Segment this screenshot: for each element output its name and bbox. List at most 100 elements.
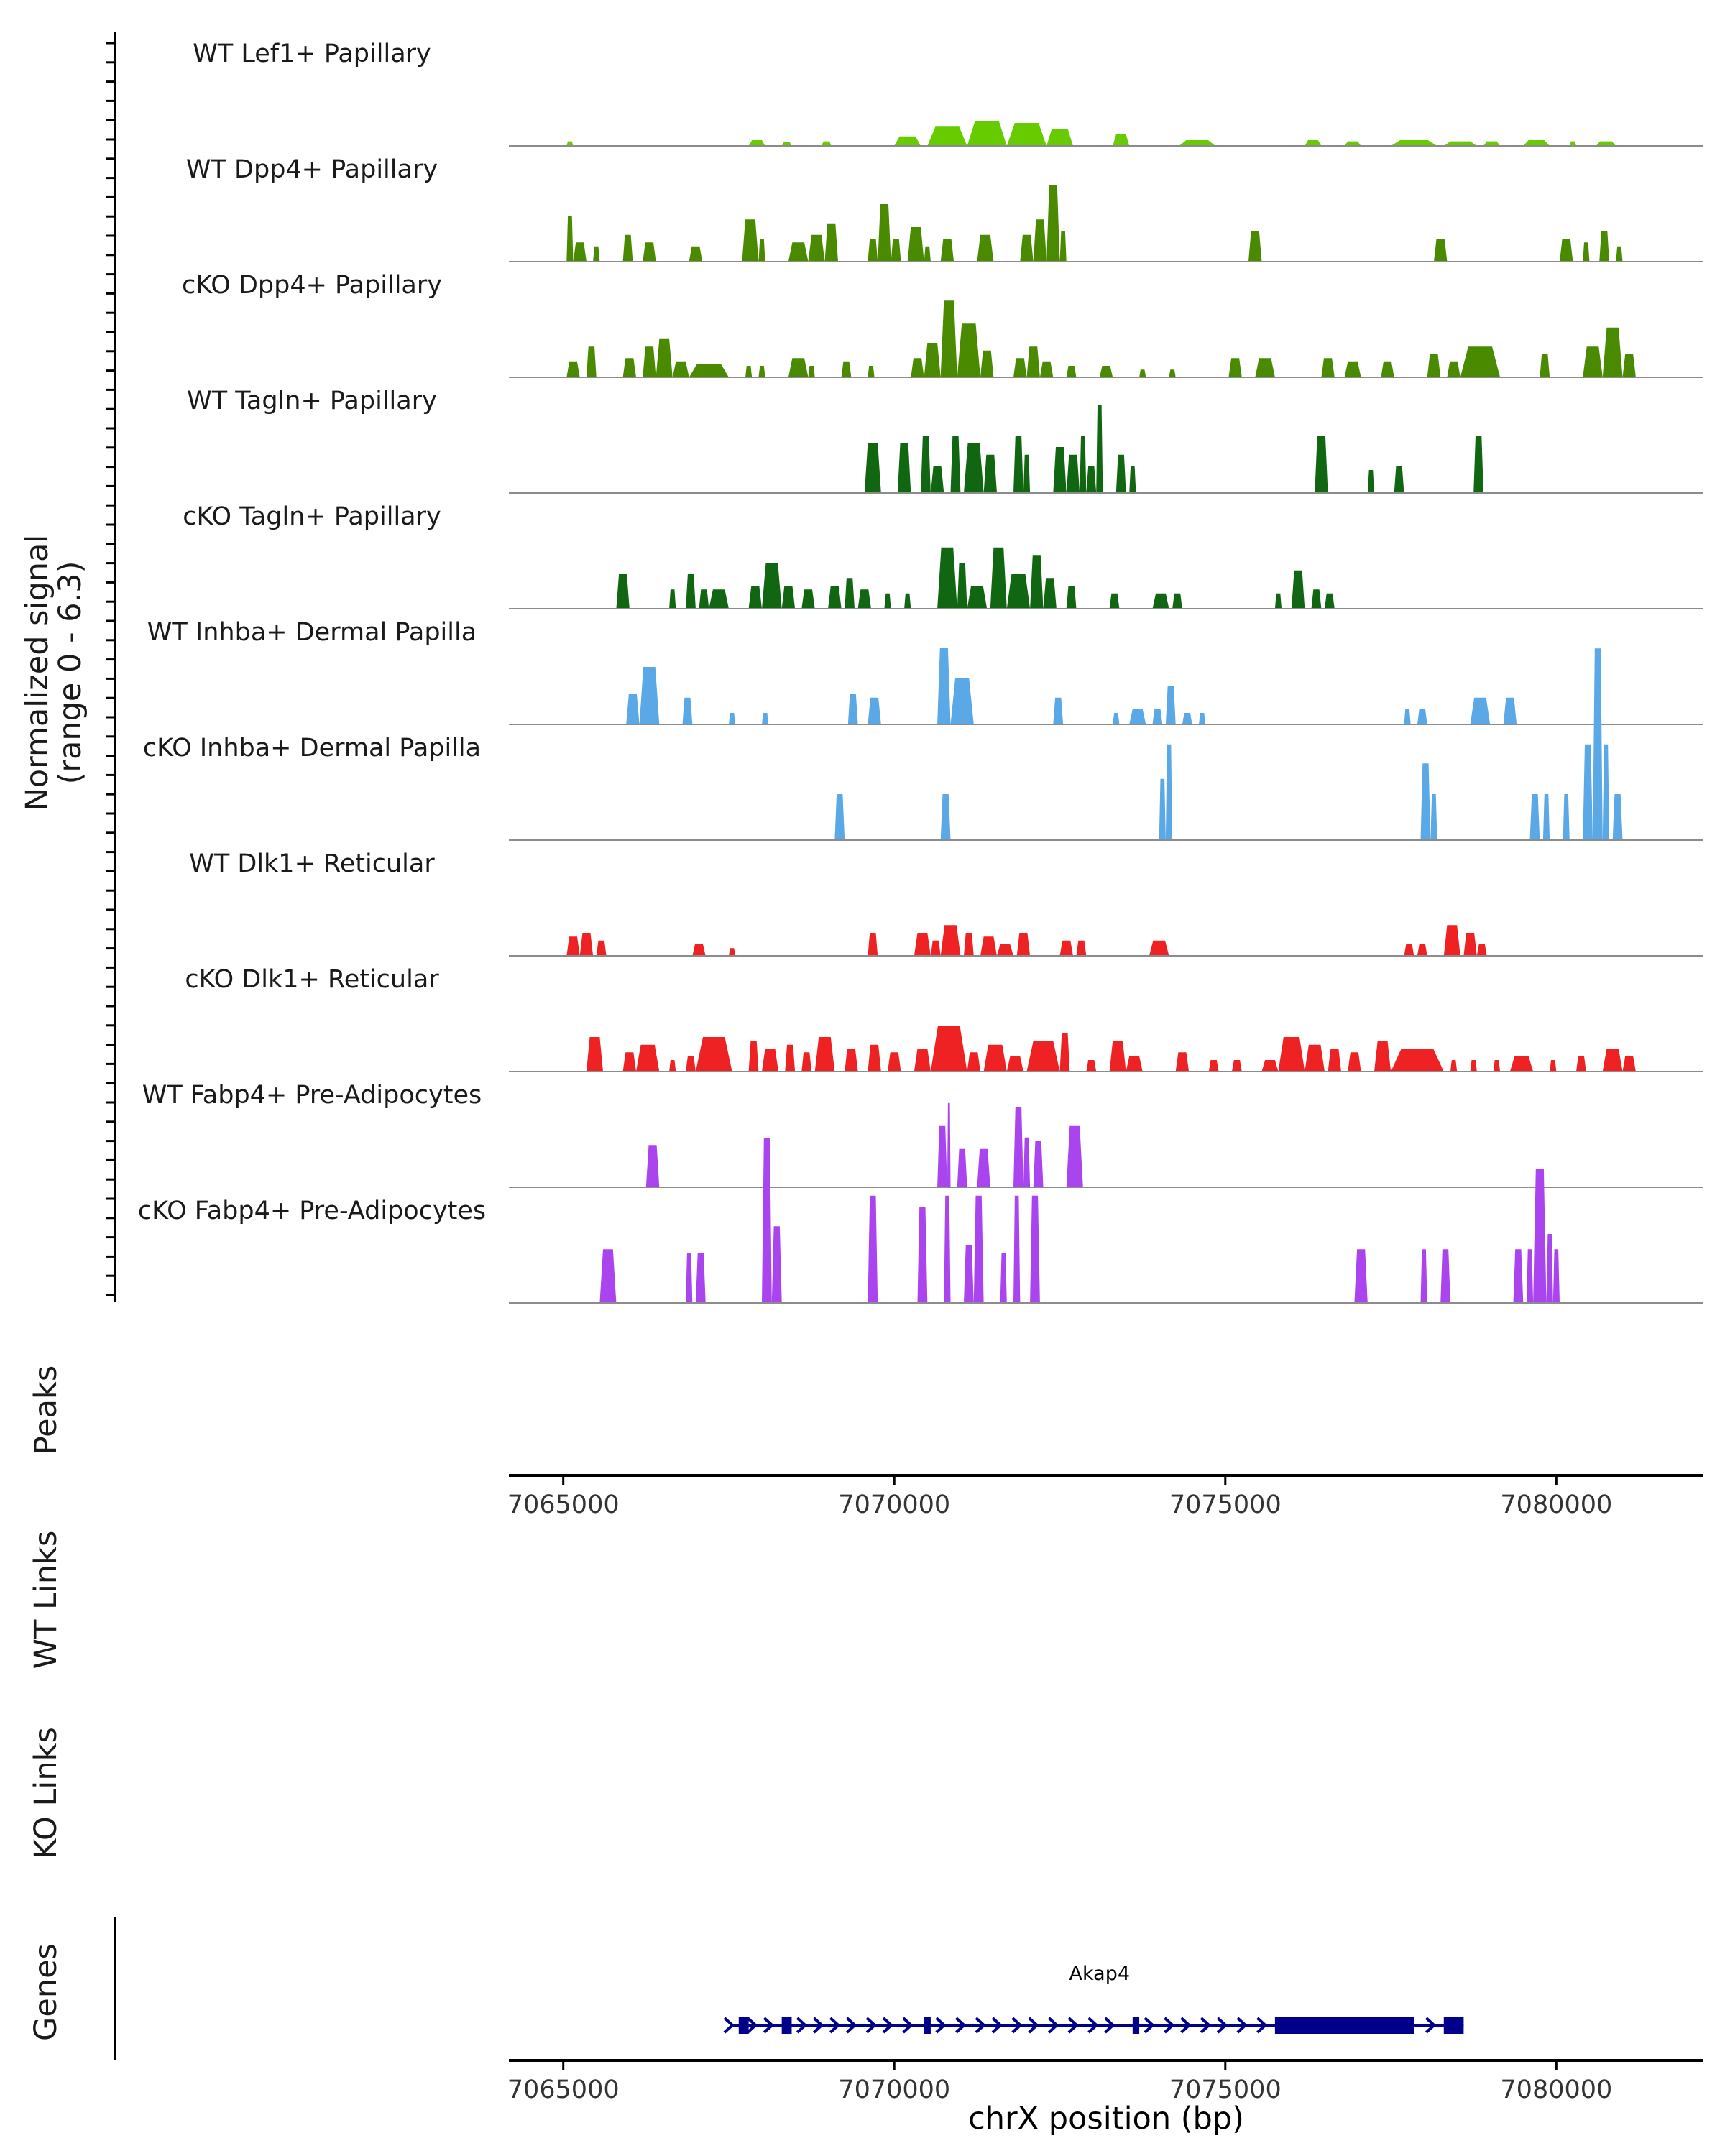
- coverage-peak: [1305, 1044, 1325, 1072]
- coverage-peak: [824, 223, 838, 262]
- coverage-peak: [699, 589, 709, 609]
- coverage-peak: [1059, 1033, 1070, 1072]
- coverage-peak: [1443, 925, 1460, 956]
- coverage-peak: [1129, 466, 1136, 493]
- coverage-peak: [937, 547, 957, 609]
- coverage-peak: [596, 940, 607, 956]
- coverage-peak: [930, 1026, 967, 1072]
- coverage-peak: [1583, 744, 1593, 840]
- coverage-peak: [997, 944, 1013, 956]
- coverage-peak: [622, 1052, 636, 1072]
- coverage-peak: [967, 1052, 980, 1072]
- coverage-peak: [1596, 141, 1616, 146]
- coverage-peak: [656, 338, 673, 377]
- strand-arrow: [1425, 2017, 1437, 2034]
- coverage-peak: [914, 933, 931, 956]
- coverage-peak: [566, 936, 580, 956]
- coverage-peak: [957, 563, 967, 609]
- y-axis-title-line1: Normalized signal: [19, 535, 55, 811]
- coverage-peak: [1509, 1056, 1534, 1072]
- coverage-peak: [847, 694, 858, 724]
- coverage-peak: [964, 1245, 974, 1303]
- coverage-peak: [1503, 697, 1517, 724]
- coverage-peak: [957, 1148, 967, 1187]
- coverage-peak: [1470, 1060, 1477, 1072]
- coverage-peak: [1552, 1249, 1560, 1303]
- coverage-peak: [1013, 436, 1024, 493]
- coverage-peak: [930, 940, 941, 956]
- coverage-peak: [1427, 354, 1441, 377]
- x-tick-label: 7070000: [838, 2076, 950, 2104]
- track-label: cKO Fabp4+ Pre-Adipocytes: [138, 1197, 486, 1225]
- strand-arrow: [1236, 2017, 1248, 2034]
- coverage-peak: [1020, 234, 1034, 262]
- coverage-peak: [788, 358, 809, 377]
- coverage-peak: [888, 1052, 901, 1072]
- coverage-peak: [808, 366, 815, 377]
- coverage-peak: [1546, 1234, 1553, 1303]
- coverage-peak: [924, 246, 931, 262]
- coverage-peak: [868, 366, 875, 377]
- x-tick-label: 7080000: [1500, 2076, 1612, 2104]
- coverage-peak: [573, 242, 586, 262]
- coverage-peak: [1344, 141, 1361, 146]
- coverage-peak: [1169, 369, 1176, 377]
- coverage-peak: [940, 794, 951, 840]
- gene-exon: [1274, 2017, 1414, 2034]
- track-label: WT Tagln+ Papillary: [187, 387, 437, 415]
- coverage-peak: [616, 574, 630, 609]
- coverage-peak: [1583, 242, 1590, 262]
- coverage-peak: [1526, 1249, 1534, 1303]
- coverage-peak: [745, 366, 753, 377]
- coverage-peak: [781, 586, 796, 609]
- coverage-peak: [891, 239, 901, 262]
- coverage-peak: [643, 242, 656, 262]
- coverage-peak: [686, 1056, 696, 1072]
- x-tick-label: 7075000: [1169, 2076, 1282, 2104]
- coverage-peak: [801, 589, 815, 609]
- strand-arrow: [1216, 2017, 1228, 2034]
- coverage-peak: [1006, 574, 1031, 609]
- coverage-peak: [897, 443, 911, 493]
- coverage-peak: [1026, 1041, 1060, 1072]
- coverage-peak: [1000, 1253, 1007, 1303]
- coverage-peak: [599, 1249, 617, 1303]
- coverage-peak: [927, 126, 967, 146]
- coverage-peak: [947, 1102, 951, 1187]
- y-axis-ticks: [106, 42, 115, 1296]
- coverage-peak: [1583, 346, 1603, 377]
- coverage-peak: [930, 466, 944, 493]
- coverage-peak: [586, 346, 597, 377]
- coverage-peak: [1550, 1060, 1557, 1072]
- coverage-peak: [1013, 358, 1027, 377]
- gene-exon: [781, 2017, 792, 2034]
- coverage-peak: [1440, 1249, 1450, 1303]
- coverage-peak: [967, 586, 988, 609]
- coverage-peak: [937, 1125, 947, 1187]
- strand-arrow: [1164, 2017, 1175, 2034]
- coverage-peak: [1321, 358, 1335, 377]
- coverage-peak: [1576, 1056, 1586, 1072]
- coverage-peak: [1622, 1056, 1636, 1072]
- coverage-peak: [645, 1145, 660, 1187]
- coverage-peak: [914, 1049, 931, 1072]
- coverage-peak: [626, 694, 640, 724]
- coverage-peak: [1391, 1049, 1444, 1072]
- coverage-peak: [1463, 933, 1477, 956]
- coverage-peak: [834, 794, 845, 840]
- coverage-peak: [924, 343, 941, 377]
- coverage-peak: [868, 697, 881, 724]
- track-label: cKO Dlk1+ Reticular: [185, 965, 439, 994]
- coverage-peak: [758, 239, 765, 262]
- coverage-peak: [884, 593, 891, 609]
- coverage-peak: [636, 1044, 660, 1072]
- coverage-peak: [1473, 436, 1484, 493]
- coverage-peak: [1447, 361, 1460, 377]
- coverage-peak: [1086, 1060, 1097, 1072]
- strand-arrow: [812, 2017, 824, 2034]
- track: WT Fabp4+ Pre-Adipocytes: [142, 1081, 1703, 1188]
- coverage-peak: [1367, 470, 1374, 493]
- x-tick-label: 7070000: [838, 1491, 950, 1519]
- coverage-peak: [964, 933, 974, 956]
- coverage-peak: [828, 586, 842, 609]
